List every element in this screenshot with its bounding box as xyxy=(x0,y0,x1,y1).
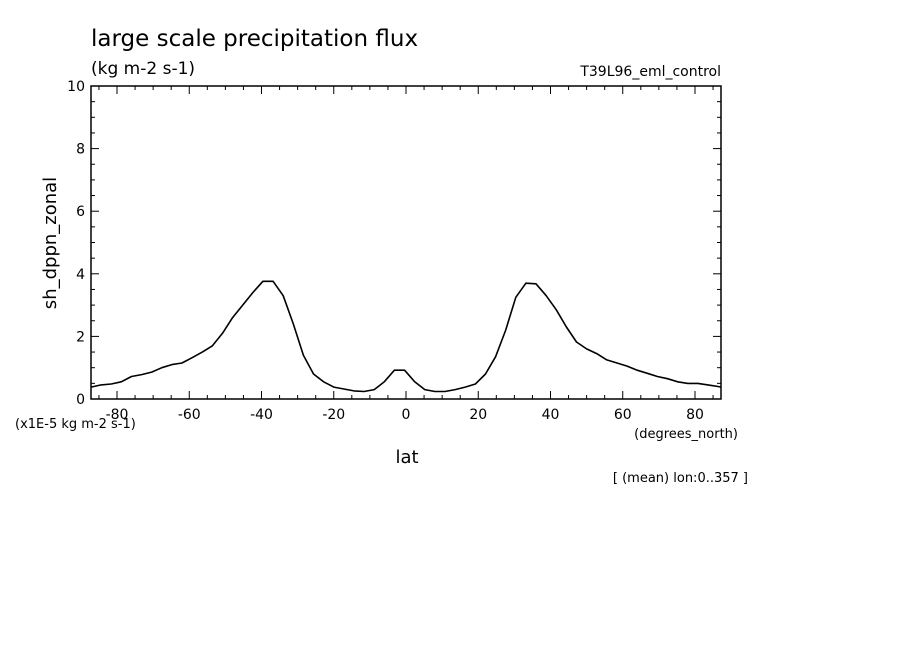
series-layer xyxy=(90,280,722,393)
experiment-label: T39L96_eml_control xyxy=(579,64,721,80)
y-tick-label: 8 xyxy=(76,142,85,158)
y-tick-label: 2 xyxy=(76,329,85,345)
chart-title: large scale precipitation flux xyxy=(91,26,418,52)
x-tick-label: -20 xyxy=(322,407,345,423)
y-tick-label: 4 xyxy=(76,267,85,283)
x-tick-label: -40 xyxy=(250,407,273,423)
x-tick-label: 20 xyxy=(469,407,487,423)
y-axis-ticks: 0 2 4 6 8 10 xyxy=(67,79,721,408)
plot-area: -80 -60 -40 -20 0 20 40 60 80 0 2 4 6 8 10 xyxy=(67,79,722,423)
x-tick-label: -80 xyxy=(106,407,129,423)
chart-units: (kg m-2 s-1) xyxy=(91,59,195,79)
x-tick-label: -60 xyxy=(178,407,201,423)
y-tick-label: 10 xyxy=(67,79,85,95)
x-axis-ticks: -80 -60 -40 -20 0 20 40 60 80 xyxy=(98,86,714,423)
plot-frame xyxy=(90,85,722,400)
series-line xyxy=(90,280,722,393)
y-scale-note: (x1E-5 kg m-2 s-1) xyxy=(15,417,136,432)
x-tick-label: 40 xyxy=(542,407,560,423)
y-tick-label: 0 xyxy=(76,392,85,408)
y-axis-label: sh_dppn_zonal xyxy=(40,177,61,309)
footnote: [ (mean) lon:0..357 ] xyxy=(613,471,748,486)
x-tick-label: 80 xyxy=(686,407,704,423)
x-tick-label: 60 xyxy=(614,407,632,423)
x-axis-label: lat xyxy=(395,447,418,468)
y-tick-label: 6 xyxy=(76,204,85,220)
x-tick-label: 0 xyxy=(402,407,411,423)
x-axis-units: (degrees_north) xyxy=(634,427,738,442)
